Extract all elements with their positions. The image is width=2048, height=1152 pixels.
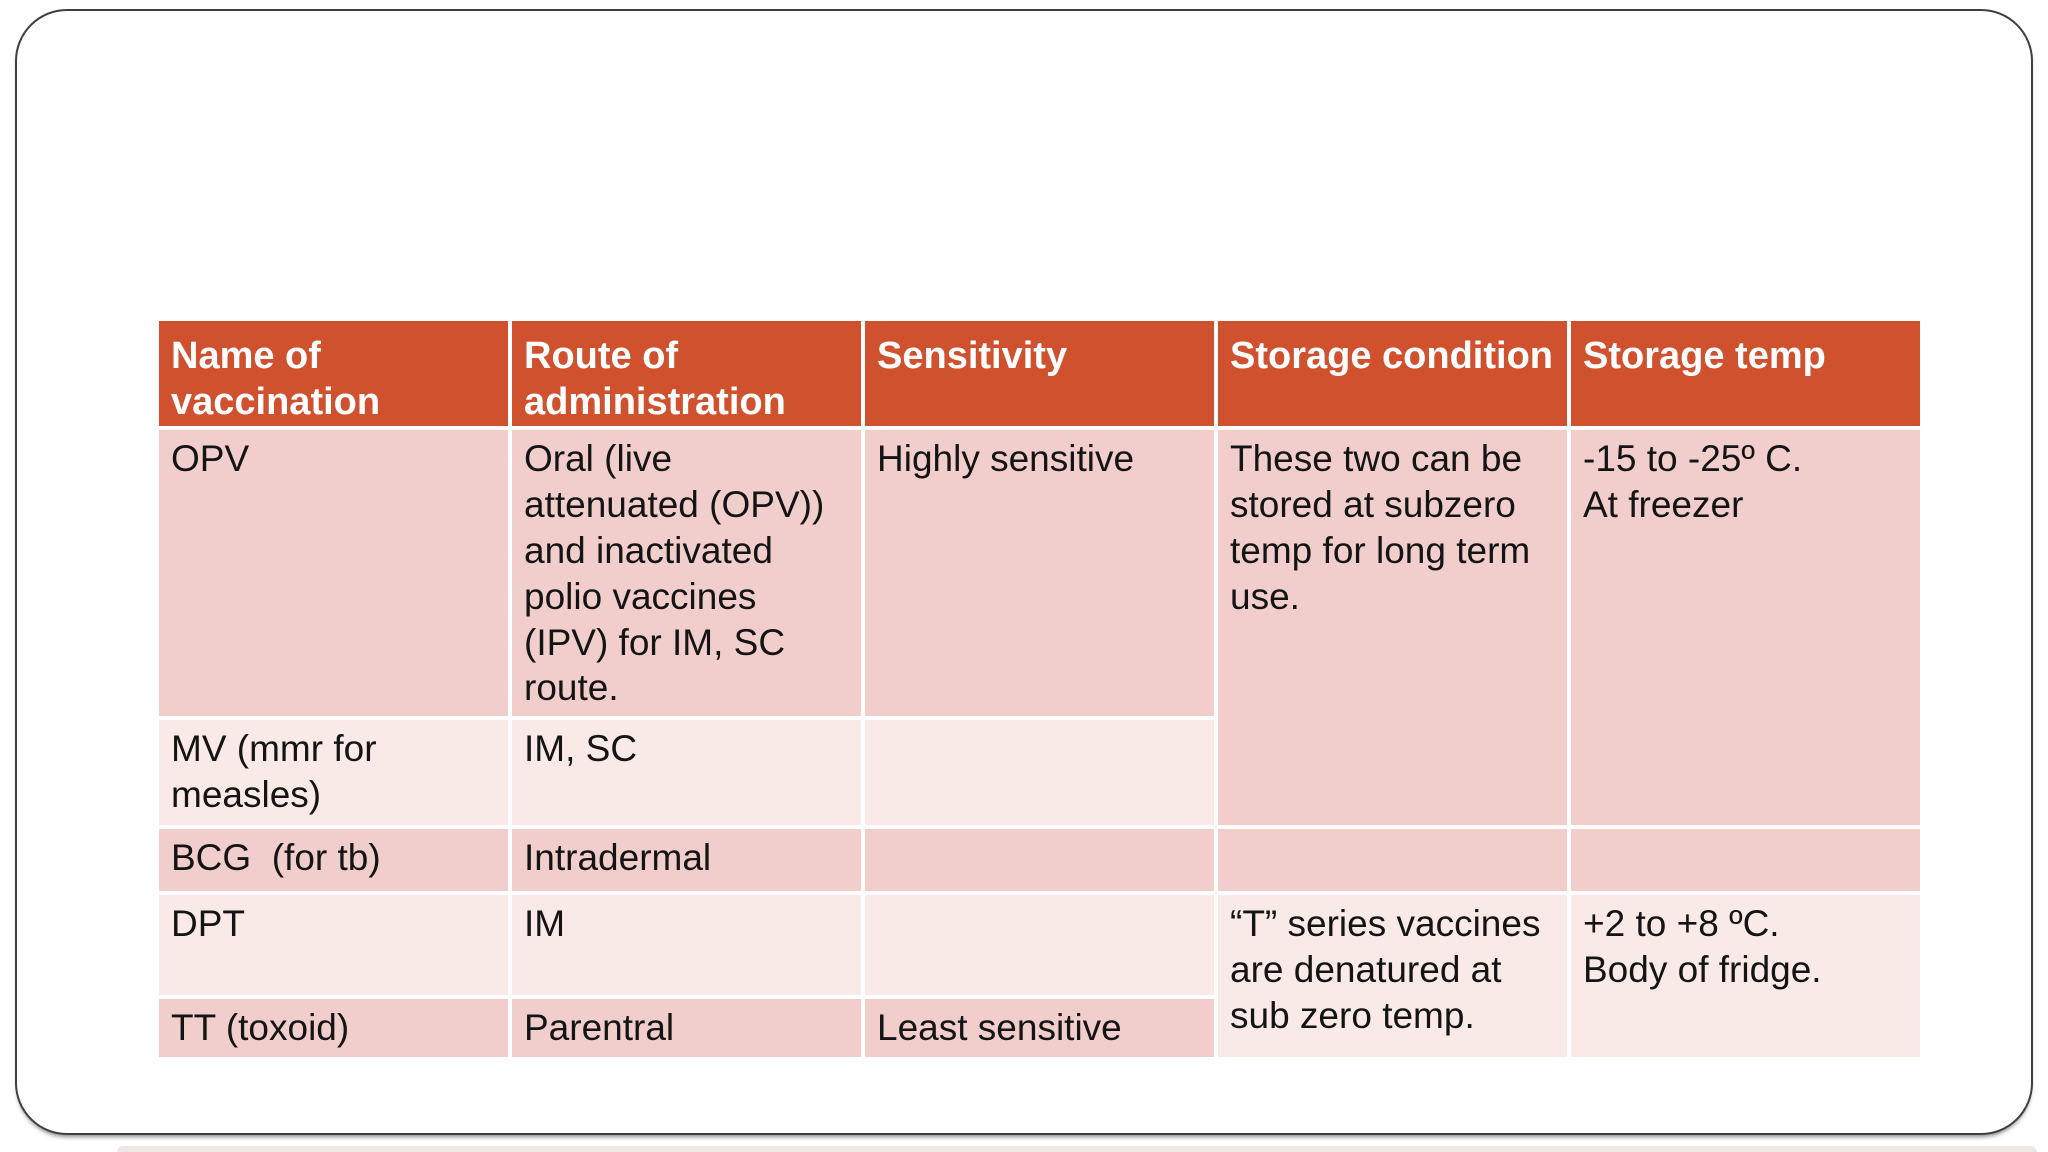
slide-rounded-border: Name of vaccination Route of administrat… (15, 9, 2033, 1135)
header-cell-storage-condition: Storage condition (1218, 321, 1567, 426)
empty-cell-bcg-sensitivity (865, 829, 1214, 891)
cell-tt-sensitivity: Least sensitive (865, 999, 1214, 1057)
cell-storage-condition-top-merged: These two can be stored at subzero temp … (1218, 430, 1567, 825)
cell-dpt-route: IM (512, 895, 861, 995)
cell-opv-route: Oral (live attenuated (OPV)) and inactiv… (512, 430, 861, 716)
cell-mv-route: IM, SC (512, 720, 861, 825)
cell-mv-name: MV (mmr for measles) (159, 720, 508, 825)
cell-tt-name: TT (toxoid) (159, 999, 508, 1057)
vaccine-storage-table: Name of vaccination Route of administrat… (159, 321, 1920, 1057)
empty-cell-bcg-storage-condition (1218, 829, 1567, 891)
empty-cell-bcg-storage-temp (1571, 829, 1920, 891)
empty-cell-dpt-sensitivity (865, 895, 1214, 995)
header-cell-route-of-administration: Route of administration (512, 321, 861, 426)
cell-storage-temp-top-merged: -15 to -25º C. At freezer (1571, 430, 1920, 825)
cell-opv-sensitivity: Highly sensitive (865, 430, 1214, 716)
header-cell-name-of-vaccination: Name of vaccination (159, 321, 508, 426)
cell-storage-condition-bottom-merged: “T” series vaccines are denatured at sub… (1218, 895, 1567, 1057)
cell-bcg-name: BCG (for tb) (159, 829, 508, 891)
cell-opv-name: OPV (159, 430, 508, 716)
cell-dpt-name: DPT (159, 895, 508, 995)
empty-cell-mv-sensitivity (865, 720, 1214, 825)
header-cell-sensitivity: Sensitivity (865, 321, 1214, 426)
next-slide-edge (117, 1146, 2037, 1152)
header-cell-storage-temp: Storage temp (1571, 321, 1920, 426)
cell-storage-temp-bottom-merged: +2 to +8 ºC. Body of fridge. (1571, 895, 1920, 1057)
cell-tt-route: Parentral (512, 999, 861, 1057)
cell-bcg-route: Intradermal (512, 829, 861, 891)
